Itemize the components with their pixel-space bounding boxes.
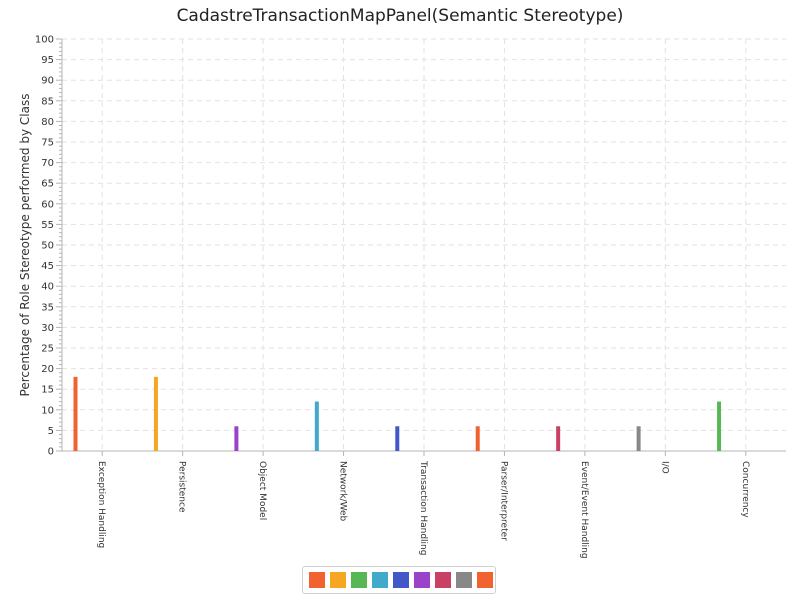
y-tick-label: 55 — [41, 220, 54, 231]
y-tick-label: 95 — [41, 55, 54, 66]
y-tick-label: 65 — [41, 179, 54, 190]
y-tick-label: 45 — [41, 261, 54, 272]
x-tick-label: Persistence — [177, 461, 187, 513]
y-tick-label: 40 — [41, 282, 54, 293]
legend-swatch — [435, 572, 451, 588]
legend — [302, 566, 496, 594]
legend-swatch — [456, 572, 472, 588]
legend-swatch — [477, 572, 493, 588]
y-tick-label: 15 — [41, 385, 54, 396]
y-tick-label: 100 — [35, 35, 54, 46]
x-tick-label: Object Model — [257, 461, 267, 520]
y-tick-label: 35 — [41, 302, 54, 313]
bar — [637, 426, 641, 451]
y-tick-label: 5 — [48, 426, 54, 437]
bar — [154, 377, 158, 451]
legend-swatch — [309, 572, 325, 588]
bar — [476, 426, 480, 451]
x-tick-label: Event/Event Handling — [579, 461, 589, 559]
y-tick-label: 25 — [41, 344, 54, 355]
bar — [234, 426, 238, 451]
y-tick-label: 0 — [48, 447, 54, 458]
bar — [395, 426, 399, 451]
y-tick-label: 30 — [41, 323, 54, 334]
legend-swatch — [393, 572, 409, 588]
y-tick-label: 60 — [41, 199, 54, 210]
y-tick-label: 90 — [41, 76, 54, 87]
legend-swatch — [351, 572, 367, 588]
legend-swatch — [414, 572, 430, 588]
legend-swatch — [372, 572, 388, 588]
y-tick-label: 50 — [41, 241, 54, 252]
y-tick-label: 85 — [41, 96, 54, 107]
y-tick-label: 70 — [41, 158, 54, 169]
x-tick-label: I/O — [659, 461, 669, 474]
x-tick-label: Concurrency — [740, 461, 750, 518]
x-tick-label: Parser/Interpreter — [498, 461, 508, 541]
x-tick-label: Transaction Handling — [418, 460, 428, 555]
bar — [74, 377, 78, 451]
bar — [717, 402, 721, 451]
bar — [315, 402, 319, 451]
x-tick-label: Network/Web — [338, 461, 348, 522]
y-axis-label: Percentage of Role Stereotype performed … — [18, 94, 32, 397]
y-tick-label: 10 — [41, 405, 54, 416]
y-tick-label: 80 — [41, 117, 54, 128]
bar — [556, 426, 560, 451]
y-tick-label: 75 — [41, 138, 54, 149]
legend-swatch — [330, 572, 346, 588]
x-tick-label: Exception Handling — [96, 461, 106, 548]
y-tick-label: 20 — [41, 364, 54, 375]
